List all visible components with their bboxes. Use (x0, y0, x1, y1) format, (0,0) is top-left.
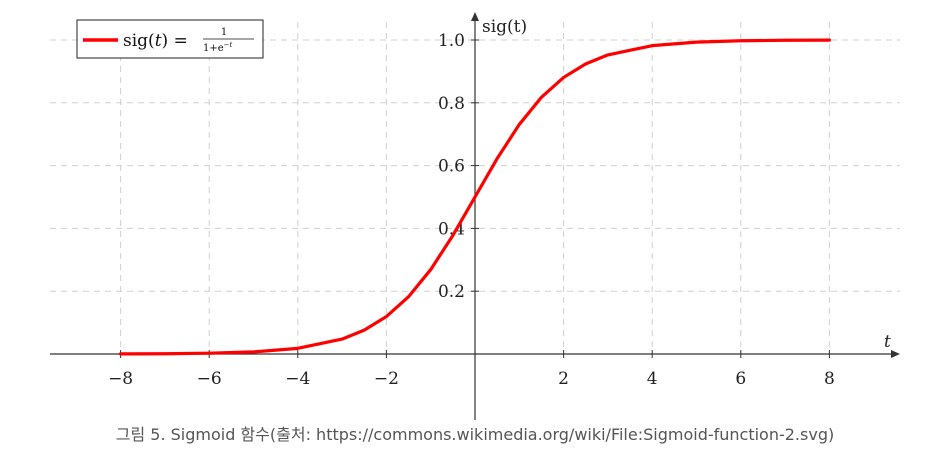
x-tick-label: −2 (374, 369, 399, 389)
x-tick-label: −6 (197, 369, 222, 389)
figure-caption: 그림 5. Sigmoid 함수(출처: https://commons.wik… (115, 425, 835, 444)
sigmoid-chart: −8 −6 −4 −2 2 4 6 80.20.40.60.81.0 t sig(t) sig… (50, 12, 900, 420)
x-tick-label: 2 (558, 369, 569, 389)
x-axis-arrow (891, 350, 900, 358)
x-tick-label: −4 (285, 369, 310, 389)
legend-frac-denominator: 1+e−t (203, 41, 233, 54)
y-axis-label: sig(t) (482, 17, 527, 37)
x-axis-label: t (884, 332, 891, 352)
series-line-sigmoid (119, 38, 831, 356)
y-tick-label: 0.6 (438, 157, 465, 177)
legend-label-mid: ) = (162, 31, 188, 51)
y-tick-label: 1.0 (438, 31, 465, 51)
y-tick-label: 0.8 (438, 94, 465, 114)
ticks: −8 −6 −4 −2 2 4 6 80.20.40.60.81.0 (108, 31, 835, 389)
legend-label-var: t (155, 31, 162, 51)
x-tick-label: 6 (735, 369, 746, 389)
series (119, 38, 831, 356)
y-axis-arrow (471, 12, 479, 21)
x-tick-label: −8 (108, 369, 133, 389)
legend-frac-numerator: 1 (221, 27, 227, 38)
legend: sig(t) = 1 1+e−t (76, 19, 264, 59)
legend-frac-den-text: 1+e (203, 43, 224, 54)
legend-label: sig(t) = (123, 31, 188, 51)
y-axis-label-text: sig(t) (482, 17, 527, 37)
axes (50, 12, 900, 420)
legend-frac-exponent: −t (224, 41, 233, 49)
x-tick-label: 8 (824, 369, 835, 389)
y-tick-label: 0.2 (438, 282, 465, 302)
legend-label-prefix: sig( (123, 31, 155, 51)
x-tick-label: 4 (647, 369, 658, 389)
